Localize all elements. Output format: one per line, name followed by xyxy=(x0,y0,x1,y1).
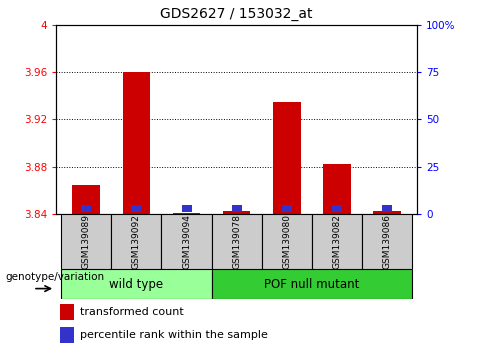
Bar xyxy=(312,214,362,269)
Bar xyxy=(81,205,91,212)
Bar xyxy=(212,214,262,269)
Text: transformed count: transformed count xyxy=(80,307,183,318)
Bar xyxy=(162,214,212,269)
Bar xyxy=(323,165,351,214)
Bar xyxy=(131,205,142,212)
Bar xyxy=(382,205,392,212)
Text: GSM139092: GSM139092 xyxy=(132,214,141,269)
Title: GDS2627 / 153032_at: GDS2627 / 153032_at xyxy=(161,7,313,21)
Bar xyxy=(72,184,100,214)
Bar xyxy=(182,205,192,212)
Bar xyxy=(362,214,412,269)
Text: GSM139086: GSM139086 xyxy=(383,214,392,269)
Text: GSM139094: GSM139094 xyxy=(182,214,191,269)
Bar xyxy=(232,205,242,212)
Bar xyxy=(373,211,401,214)
Bar xyxy=(273,102,301,214)
Text: GSM139080: GSM139080 xyxy=(283,214,291,269)
Text: GSM139078: GSM139078 xyxy=(232,214,241,269)
Text: wild type: wild type xyxy=(109,278,163,291)
Text: GSM139089: GSM139089 xyxy=(81,214,91,269)
Bar xyxy=(223,211,250,214)
Text: POF null mutant: POF null mutant xyxy=(264,278,360,291)
Bar xyxy=(61,214,111,269)
Bar xyxy=(262,214,312,269)
Bar xyxy=(122,72,150,214)
Bar xyxy=(111,214,162,269)
Bar xyxy=(173,213,200,214)
Bar xyxy=(60,304,74,320)
Text: genotype/variation: genotype/variation xyxy=(5,272,104,281)
Bar xyxy=(60,327,74,343)
Bar xyxy=(212,269,412,299)
Bar xyxy=(61,269,212,299)
Text: GSM139082: GSM139082 xyxy=(332,214,342,269)
Text: percentile rank within the sample: percentile rank within the sample xyxy=(80,330,267,341)
Bar xyxy=(332,205,342,212)
Bar xyxy=(282,205,292,212)
